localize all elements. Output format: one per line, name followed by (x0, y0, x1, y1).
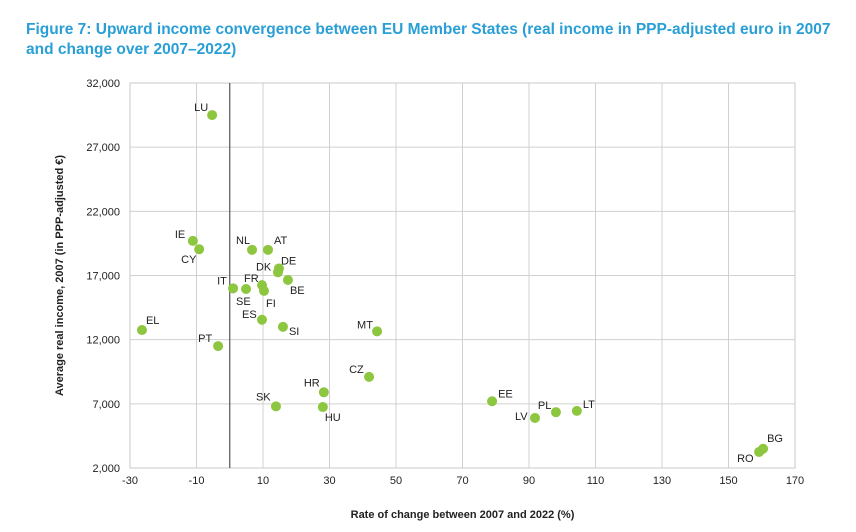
x-tick-label: -10 (189, 475, 205, 487)
data-label-be: BE (290, 285, 305, 297)
data-label-ee: EE (498, 388, 513, 400)
data-point-lu (207, 110, 218, 121)
y-axis-title: Average real income, 2007 (in PPP-adjust… (54, 155, 66, 396)
data-label-el: EL (146, 315, 159, 327)
data-label-nl: NL (236, 235, 250, 247)
data-point-pl (550, 407, 561, 418)
y-tick-label: 7,000 (92, 399, 120, 411)
data-point-it (228, 283, 239, 294)
data-label-bg: BG (767, 433, 783, 445)
data-point-bg (758, 443, 769, 454)
x-tick-label: 90 (523, 475, 535, 487)
data-label-sk: SK (256, 391, 271, 403)
data-point-hu (317, 402, 328, 413)
data-label-fr: FR (244, 273, 259, 285)
data-point-lt (571, 405, 582, 416)
data-point-ee (487, 396, 498, 407)
data-label-it: IT (217, 275, 227, 287)
data-label-fi: FI (266, 298, 276, 310)
x-tick-label: -30 (122, 475, 138, 487)
x-tick-label: 150 (719, 475, 737, 487)
data-label-es: ES (242, 309, 257, 321)
data-point-cz (364, 371, 375, 382)
y-tick-label: 12,000 (86, 335, 120, 347)
x-tick-label: 170 (786, 475, 804, 487)
data-point-fi (258, 285, 269, 296)
data-label-at: AT (274, 235, 288, 247)
x-tick-label: 110 (587, 475, 605, 487)
data-label-lu: LU (194, 102, 208, 114)
data-point-be (282, 274, 293, 285)
data-point-lv (529, 412, 540, 423)
data-point-mt (372, 326, 383, 337)
data-label-lt: LT (583, 399, 595, 411)
data-label-ro: RO (737, 453, 754, 465)
chart-title: Figure 7: Upward income convergence betw… (26, 21, 831, 58)
x-tick-label: 10 (257, 475, 269, 487)
y-tick-label: 27,000 (86, 142, 120, 154)
data-point-cy (194, 244, 205, 255)
data-label-dk: DK (256, 261, 272, 273)
data-point-es (257, 314, 268, 325)
data-label-si: SI (289, 326, 299, 338)
data-label-cy: CY (181, 254, 197, 266)
data-label-hu: HU (325, 412, 341, 424)
data-point-sk (270, 401, 281, 412)
x-tick-label: 130 (653, 475, 671, 487)
x-tick-label: 50 (390, 475, 402, 487)
data-label-ie: IE (175, 229, 185, 241)
data-label-pt: PT (198, 333, 212, 345)
data-label-mt: MT (357, 319, 373, 331)
data-point-si (277, 321, 288, 332)
data-label-lv: LV (515, 411, 528, 423)
plot-frame (129, 82, 796, 469)
data-point-pt (213, 341, 224, 352)
y-tick-label: 22,000 (86, 206, 120, 218)
data-label-de: DE (281, 255, 296, 267)
data-point-at (262, 244, 273, 255)
y-tick-label: 17,000 (86, 271, 120, 283)
data-label-hr: HR (304, 377, 320, 389)
data-point-el (136, 325, 147, 336)
data-label-cz: CZ (349, 364, 364, 376)
data-point-ie (187, 235, 198, 246)
data-point-hr (318, 387, 329, 398)
data-point-se (241, 283, 252, 294)
data-label-se: SE (236, 296, 251, 308)
x-tick-label: 70 (456, 475, 468, 487)
x-tick-label: 30 (323, 475, 335, 487)
data-point-dk (272, 267, 283, 278)
x-axis-title: Rate of change between 2007 and 2022 (%) (351, 509, 575, 521)
y-tick-label: 2,000 (92, 463, 120, 475)
y-tick-label: 32,000 (86, 78, 120, 90)
data-point-nl (247, 244, 258, 255)
data-label-pl: PL (538, 400, 551, 412)
